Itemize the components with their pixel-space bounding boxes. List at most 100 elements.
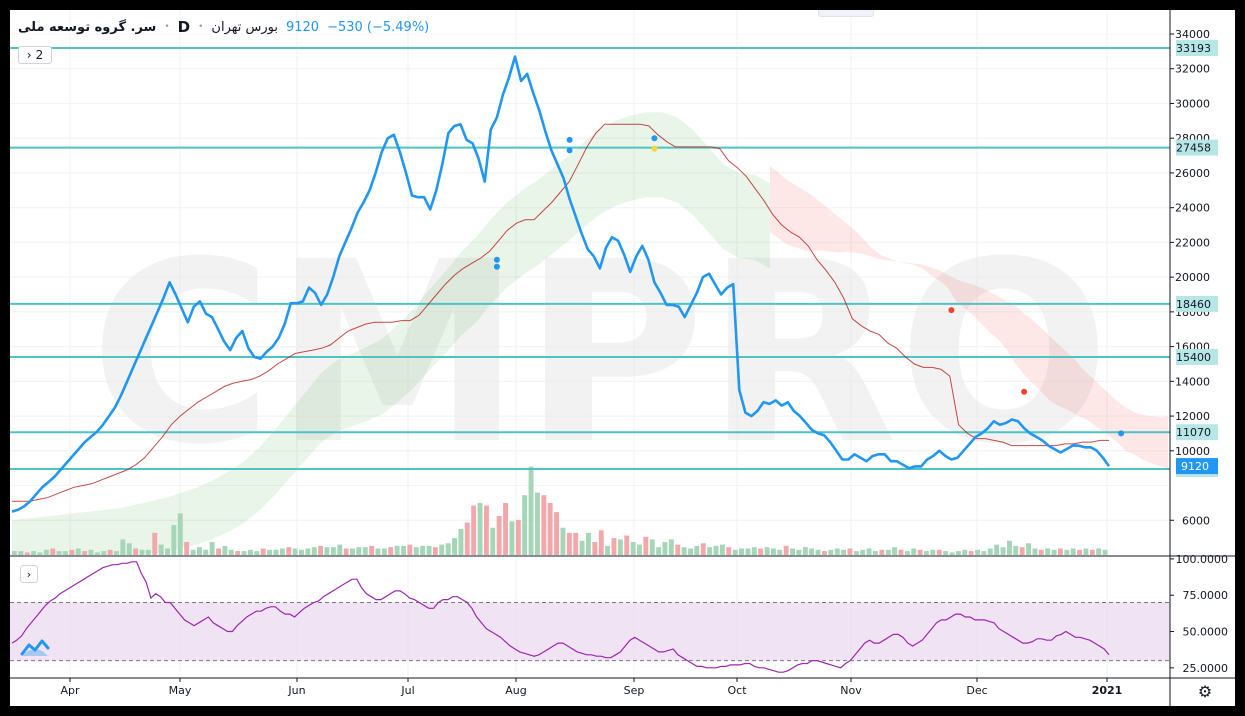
volume-bar xyxy=(1070,548,1076,555)
volume-bar xyxy=(299,549,304,555)
rsi-band xyxy=(10,602,1170,661)
volume-bar xyxy=(82,551,88,555)
volume-bar xyxy=(279,548,285,555)
volume-bar xyxy=(777,549,783,555)
indicators-toggle-button[interactable]: › 2 xyxy=(18,46,52,64)
volume-bar xyxy=(356,547,362,555)
volume-bar xyxy=(624,535,630,555)
volume-bar xyxy=(126,543,132,555)
price-line-path xyxy=(11,55,1111,513)
volume-bar xyxy=(1013,545,1019,555)
volume-bar xyxy=(248,549,253,555)
time-tick-label: Jul xyxy=(400,684,414,697)
volume-bar xyxy=(579,540,585,555)
volume-bar xyxy=(853,551,859,555)
rsi-tick-label: 75.0000 xyxy=(1183,589,1229,602)
volume-bar xyxy=(330,547,336,555)
volume-bar xyxy=(943,551,949,555)
price-tick-label: 6000 xyxy=(1182,514,1210,527)
volume-bar xyxy=(139,549,145,555)
volume-bar xyxy=(649,539,655,555)
price-tick-label: 10000 xyxy=(1175,445,1210,458)
indicator-count: 2 xyxy=(35,48,44,62)
signal-markers xyxy=(493,135,1125,437)
volume-bar xyxy=(496,516,502,555)
volume-bar xyxy=(598,530,604,555)
volume-bar xyxy=(375,548,381,555)
volume-bar xyxy=(56,551,62,555)
volume-bar xyxy=(1077,549,1082,555)
volume-bar xyxy=(1007,540,1012,555)
volume-bar xyxy=(260,548,266,555)
volume-bar xyxy=(471,505,477,555)
volume-bar xyxy=(847,548,853,555)
volume-bar xyxy=(898,549,904,555)
volume-bar xyxy=(165,548,170,555)
volume-bar xyxy=(477,503,483,555)
time-tick-label: Nov xyxy=(840,684,862,697)
volume-bar xyxy=(197,547,202,555)
volume-bar xyxy=(796,549,802,555)
legend-timeframe[interactable]: D xyxy=(177,18,191,36)
rsi-tick-label: 50.0000 xyxy=(1183,626,1229,639)
volume-bar xyxy=(222,545,228,555)
level-label[interactable]: 18460 xyxy=(1176,295,1218,312)
volume-bar xyxy=(656,547,662,555)
volume-bar xyxy=(464,522,470,555)
rsi-pane-toggle-button[interactable]: › xyxy=(20,565,38,583)
last-price-background xyxy=(1176,458,1218,475)
volume-bar xyxy=(107,549,113,555)
volume-bar xyxy=(490,527,496,555)
volume-bar xyxy=(413,547,419,555)
level-label[interactable]: 33193 xyxy=(1176,40,1218,57)
level-label[interactable]: 27458 xyxy=(1176,139,1218,156)
tradingview-logo-icon[interactable] xyxy=(20,636,50,658)
volume-bar xyxy=(751,547,757,555)
volume-bar xyxy=(1083,548,1089,555)
watermark: CMPRO xyxy=(90,208,1111,499)
volume-bar xyxy=(1102,549,1108,555)
volume-bar xyxy=(184,542,190,555)
volume-bar xyxy=(643,536,649,555)
rsi-pane xyxy=(10,555,1235,673)
gear-icon[interactable]: ⚙ xyxy=(1197,682,1213,701)
volume-bar xyxy=(815,549,821,555)
volume-bar xyxy=(547,503,553,555)
level-label[interactable]: 15400 xyxy=(1176,349,1218,366)
level-label-text: 27458 xyxy=(1176,142,1211,155)
chevron-right-icon: › xyxy=(26,567,32,581)
volume-bar xyxy=(484,505,489,555)
volume-bar xyxy=(822,551,827,555)
volume-bar xyxy=(369,545,375,555)
axes: 3400032000300002800026000240002200020000… xyxy=(10,10,1235,706)
volume-bar xyxy=(739,548,744,555)
volume-bar xyxy=(209,542,215,555)
volume-bar xyxy=(114,551,119,555)
volume-bar xyxy=(987,548,993,555)
volume-bar xyxy=(171,525,177,555)
price-tick-label: 24000 xyxy=(1175,202,1210,215)
horizontal-levels[interactable] xyxy=(10,47,1170,471)
main-grid xyxy=(10,10,1170,678)
volume-bar xyxy=(617,539,623,555)
signal-marker xyxy=(651,135,658,142)
volume-bars xyxy=(12,466,1108,555)
level-label-text: 33193 xyxy=(1176,42,1211,55)
volume-bar xyxy=(554,512,559,555)
top-handle[interactable] xyxy=(818,10,874,17)
rsi-tick-label: 25.0000 xyxy=(1183,662,1229,675)
volume-bar xyxy=(311,547,317,555)
level-label[interactable]: 11070 xyxy=(1176,424,1218,441)
volume-bar xyxy=(439,544,445,555)
level-label-background xyxy=(1176,139,1218,156)
volume-bar xyxy=(445,543,451,555)
price-tick-label: 30000 xyxy=(1175,97,1210,110)
signal-marker xyxy=(566,136,573,143)
volume-bar xyxy=(37,552,43,555)
volume-bar xyxy=(515,519,521,555)
volume-bar xyxy=(637,544,642,555)
volume-bar xyxy=(318,545,323,555)
volume-bar xyxy=(1019,547,1025,555)
volume-bar xyxy=(343,548,349,555)
